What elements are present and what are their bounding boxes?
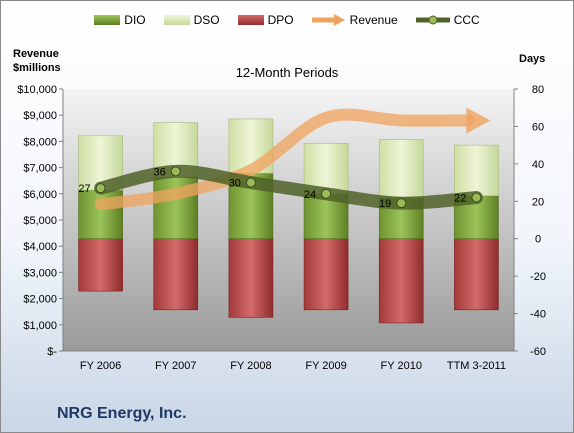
right-tick-label: -20 bbox=[530, 271, 546, 283]
x-tick-label: TTM 3-2011 bbox=[447, 360, 506, 372]
legend-item-dio: DIO bbox=[94, 13, 146, 27]
legend-arrow-icon bbox=[311, 14, 345, 26]
left-tick-label: $4,000 bbox=[23, 241, 57, 253]
bar-dpo bbox=[228, 238, 274, 318]
ccc-point bbox=[471, 192, 482, 203]
ccc-data-label: 36 bbox=[154, 166, 166, 178]
right-tick-label: 0 bbox=[535, 234, 541, 246]
left-tick-label: $2,000 bbox=[23, 294, 57, 306]
bar-dpo bbox=[303, 238, 349, 311]
ccc-data-label: 30 bbox=[229, 178, 241, 190]
right-tick-label: 40 bbox=[532, 159, 544, 171]
ccc-line bbox=[94, 164, 483, 210]
x-tick-label: FY 2007 bbox=[155, 360, 196, 372]
legend-label-dio: DIO bbox=[124, 13, 146, 27]
legend-item-dpo: DPO bbox=[237, 13, 294, 27]
legend-label-ccc: CCC bbox=[453, 13, 480, 27]
legend-swatch-dpo bbox=[237, 15, 264, 25]
ccc-data-label: 27 bbox=[78, 183, 90, 195]
legend: DIO DSO DPO Revenue CCC bbox=[1, 13, 573, 27]
legend-ccc-icon bbox=[415, 15, 450, 25]
left-tick-label: $7,000 bbox=[23, 163, 57, 175]
x-tick-label: FY 2006 bbox=[80, 360, 121, 372]
x-tick-label: FY 2010 bbox=[381, 360, 422, 372]
ccc-point bbox=[95, 183, 106, 194]
left-tick-label: $5,000 bbox=[23, 215, 57, 227]
left-axis-title-line2: $millions bbox=[13, 62, 61, 74]
right-tick-label: -40 bbox=[530, 309, 546, 321]
ccc-point bbox=[245, 177, 256, 188]
ccc-data-label: 24 bbox=[304, 189, 316, 201]
legend-item-revenue: Revenue bbox=[311, 13, 398, 27]
x-tick-label: FY 2008 bbox=[230, 360, 271, 372]
x-tick-label: FY 2009 bbox=[305, 360, 346, 372]
bar-dpo bbox=[378, 238, 424, 324]
legend-item-dso: DSO bbox=[163, 13, 220, 27]
left-tick-label: $- bbox=[47, 346, 57, 358]
ccc-point bbox=[321, 188, 332, 199]
left-tick-label: $10,000 bbox=[17, 84, 57, 96]
company-name: NRG Energy, Inc. bbox=[57, 405, 187, 422]
chart-subtitle: 12-Month Periods bbox=[235, 65, 339, 80]
left-tick-label: $3,000 bbox=[23, 267, 57, 279]
right-tick-label: -60 bbox=[530, 346, 546, 358]
right-axis-title: Days bbox=[519, 53, 546, 65]
legend-label-dpo: DPO bbox=[267, 13, 294, 27]
bar-dso bbox=[454, 144, 499, 196]
bar-dpo bbox=[454, 238, 499, 311]
ccc-point bbox=[170, 166, 181, 177]
right-tick-label: 60 bbox=[532, 121, 544, 133]
ccc-point bbox=[396, 198, 407, 209]
left-tick-label: $8,000 bbox=[23, 136, 57, 148]
legend-swatch-dso bbox=[163, 15, 190, 25]
revenue-line bbox=[94, 108, 475, 211]
legend-swatch-dio bbox=[94, 15, 121, 25]
ccc-data-label: 22 bbox=[454, 193, 466, 205]
left-axis-title-line1: Revenue bbox=[13, 48, 59, 60]
left-tick-label: $1,000 bbox=[23, 320, 57, 332]
left-tick-label: $6,000 bbox=[23, 189, 57, 201]
legend-label-dso: DSO bbox=[193, 13, 220, 27]
legend-item-ccc: CCC bbox=[415, 13, 480, 27]
legend-label-revenue: Revenue bbox=[349, 13, 398, 27]
left-tick-label: $9,000 bbox=[23, 110, 57, 122]
bar-dpo bbox=[78, 238, 123, 292]
left-axis-title: Revenue $millions bbox=[13, 47, 61, 75]
bar-dso bbox=[378, 139, 424, 198]
bar-dpo bbox=[153, 238, 199, 311]
ccc-data-label: 19 bbox=[379, 198, 391, 210]
right-tick-label: 80 bbox=[532, 84, 544, 96]
plot-area bbox=[63, 89, 514, 351]
revenue-arrowhead bbox=[466, 107, 491, 134]
right-tick-label: 20 bbox=[532, 196, 544, 208]
